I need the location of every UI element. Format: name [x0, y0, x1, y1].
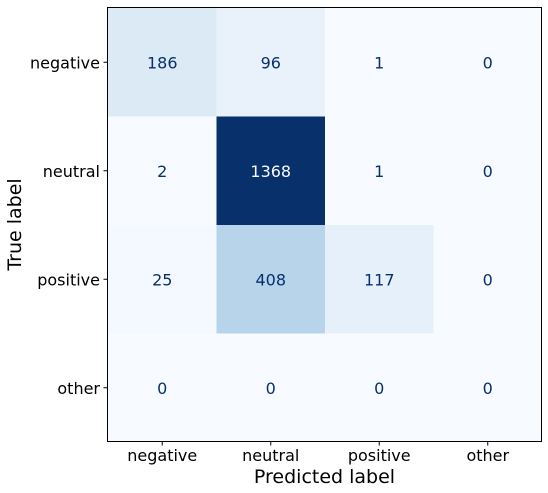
cell-value-label: 0	[483, 53, 493, 72]
y-tick-label: other	[57, 379, 100, 398]
cell-value-label: 117	[364, 270, 395, 289]
y-tick-label: negative	[30, 53, 100, 72]
y-axis-ticks: negative neutral positive other	[30, 53, 107, 398]
x-tick-label: negative	[127, 446, 197, 465]
x-axis-label: Predicted label	[254, 466, 395, 488]
cell-value-label: 1	[374, 53, 384, 72]
y-tick-label: neutral	[43, 162, 100, 181]
cell-value-label: 0	[157, 379, 167, 398]
cell-value-label: 0	[483, 162, 493, 181]
x-axis-ticks: negative neutral positive other	[127, 442, 509, 466]
x-tick-label: positive	[348, 446, 411, 465]
cell-value-label: 0	[266, 379, 276, 398]
x-tick-label: neutral	[242, 446, 299, 465]
y-tick-label: positive	[37, 270, 100, 289]
cell-value-label: 0	[374, 379, 384, 398]
cell-value-label: 25	[152, 270, 172, 289]
cell-value-label: 186	[147, 53, 178, 72]
cell-value-label: 0	[483, 379, 493, 398]
cell-value-label: 96	[261, 53, 281, 72]
cell-value-label: 1	[374, 162, 384, 181]
heatmap-cells: 186 96 1 0 2 1368 1 0 25 408 117 0 0 0 0 0	[108, 8, 543, 443]
cell-value-label: 1368	[250, 162, 291, 181]
x-tick-label: other	[466, 446, 509, 465]
y-axis-label: True label	[4, 178, 26, 271]
cell-value-label: 0	[483, 270, 493, 289]
cell-value-label: 408	[255, 270, 286, 289]
cell-value-label: 2	[157, 162, 167, 181]
